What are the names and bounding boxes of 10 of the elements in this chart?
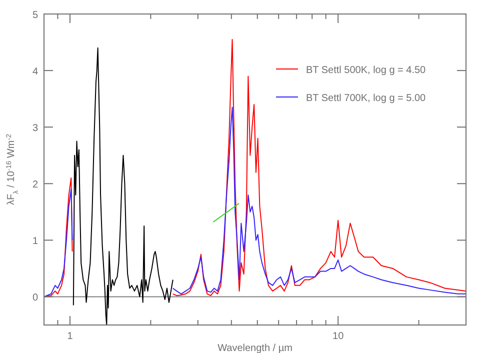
legend-label: BT Settl 700K, log g = 5.00: [306, 93, 426, 104]
legend-label: BT Settl 500K, log g = 4.50: [306, 65, 426, 76]
y-tick-label: 0: [32, 292, 38, 304]
x-axis-title: Wavelength / µm: [218, 343, 292, 353]
y-tick-label: 3: [32, 123, 38, 134]
y-tick-label: 4: [32, 66, 38, 78]
y-tick-label: 1: [32, 236, 38, 248]
x-tick-label: 10: [332, 331, 344, 342]
y-tick-label: 5: [32, 10, 38, 21]
y-tick-label: 2: [32, 180, 38, 191]
